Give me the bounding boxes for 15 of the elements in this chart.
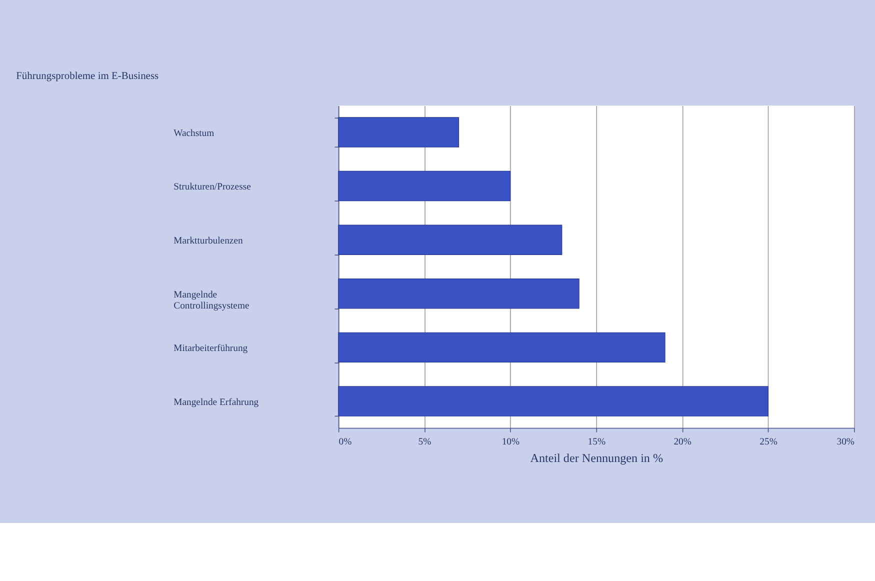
- y-tick-label: Strukturen/Prozesse: [174, 182, 251, 193]
- x-tick-label: 10%: [502, 436, 520, 448]
- x-tick-label: 20%: [674, 436, 692, 448]
- x-axis-title: Anteil der Nennungen in %: [530, 451, 664, 466]
- x-tick-label: 5%: [418, 436, 432, 448]
- x-tick-label: 30%: [836, 436, 854, 448]
- text: Führungsprobleme im E-Business: [16, 71, 159, 82]
- x-tick-label: 25%: [760, 436, 778, 448]
- y-tick-label: Wachstum: [174, 128, 215, 139]
- y-tick-label: Mangelnde Erfahrung: [174, 396, 259, 408]
- y-tick-label: Marktturbulenzen: [174, 235, 243, 246]
- x-tick-label: 15%: [588, 436, 606, 448]
- y-tick-label: Mangelnde Controllingsysteme: [174, 289, 250, 312]
- y-tick-label: Mitarbeiterführung: [174, 343, 248, 354]
- x-tick-label: 0%: [338, 436, 352, 448]
